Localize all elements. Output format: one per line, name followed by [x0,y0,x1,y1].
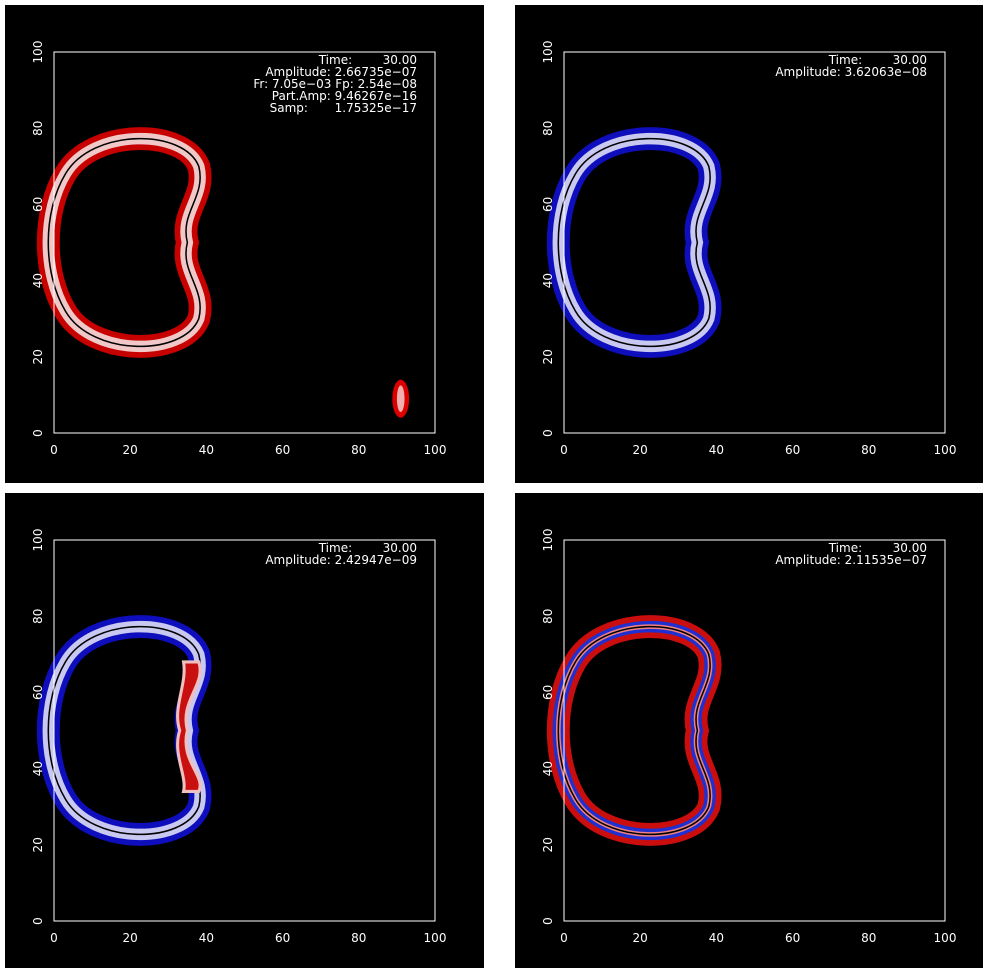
y-tick-label: 20 [541,349,555,364]
y-tick-label: 60 [541,685,555,700]
y-tick-label: 80 [31,609,45,624]
y-tick-label: 0 [541,917,555,925]
x-tick-label: 40 [709,931,724,945]
y-tick-label: 20 [31,349,45,364]
y-tick-label: 60 [541,197,555,212]
source-blob-core [397,385,405,412]
x-tick-label: 100 [424,443,447,457]
x-tick-label: 20 [633,443,648,457]
y-tick-label: 100 [541,529,555,552]
x-tick-label: 100 [934,931,957,945]
x-tick-label: 80 [861,931,876,945]
y-tick-label: 20 [31,837,45,852]
x-tick-label: 100 [424,931,447,945]
page: 020406080100020406080100Time: 30.00Ampli… [0,0,984,969]
x-tick-label: 60 [275,443,290,457]
y-tick-label: 40 [541,761,555,776]
x-tick-label: 60 [785,931,800,945]
y-tick-label: 0 [31,917,45,925]
y-tick-label: 40 [541,273,555,288]
y-tick-label: 100 [31,41,45,64]
x-tick-label: 60 [275,931,290,945]
y-tick-label: 40 [31,273,45,288]
x-tick-label: 0 [50,931,58,945]
y-tick-label: 60 [31,197,45,212]
annotation: Samp: 1.75325e−17 [270,101,417,115]
x-tick-label: 80 [351,443,366,457]
y-tick-label: 100 [541,41,555,64]
annotation: Amplitude: 3.62063e−08 [775,65,927,79]
x-tick-label: 20 [123,443,138,457]
x-tick-label: 60 [785,443,800,457]
y-tick-label: 40 [31,761,45,776]
x-tick-label: 20 [123,931,138,945]
x-tick-label: 100 [934,443,957,457]
x-tick-label: 0 [560,931,568,945]
y-tick-label: 0 [541,429,555,437]
y-tick-label: 80 [31,121,45,136]
x-tick-label: 40 [709,443,724,457]
x-tick-label: 0 [560,443,568,457]
annotation: Amplitude: 2.42947e−09 [265,553,417,567]
y-tick-label: 80 [541,609,555,624]
x-tick-label: 20 [633,931,648,945]
x-tick-label: 80 [861,443,876,457]
x-tick-label: 40 [199,443,214,457]
screen: 020406080100020406080100Time: 30.00Ampli… [0,0,984,969]
x-tick-label: 40 [199,931,214,945]
y-tick-label: 20 [541,837,555,852]
y-tick-label: 100 [31,529,45,552]
y-tick-label: 60 [31,685,45,700]
x-tick-label: 80 [351,931,366,945]
y-tick-label: 0 [31,429,45,437]
annotation: Amplitude: 2.11535e−07 [775,553,927,567]
y-tick-label: 80 [541,121,555,136]
x-tick-label: 0 [50,443,58,457]
